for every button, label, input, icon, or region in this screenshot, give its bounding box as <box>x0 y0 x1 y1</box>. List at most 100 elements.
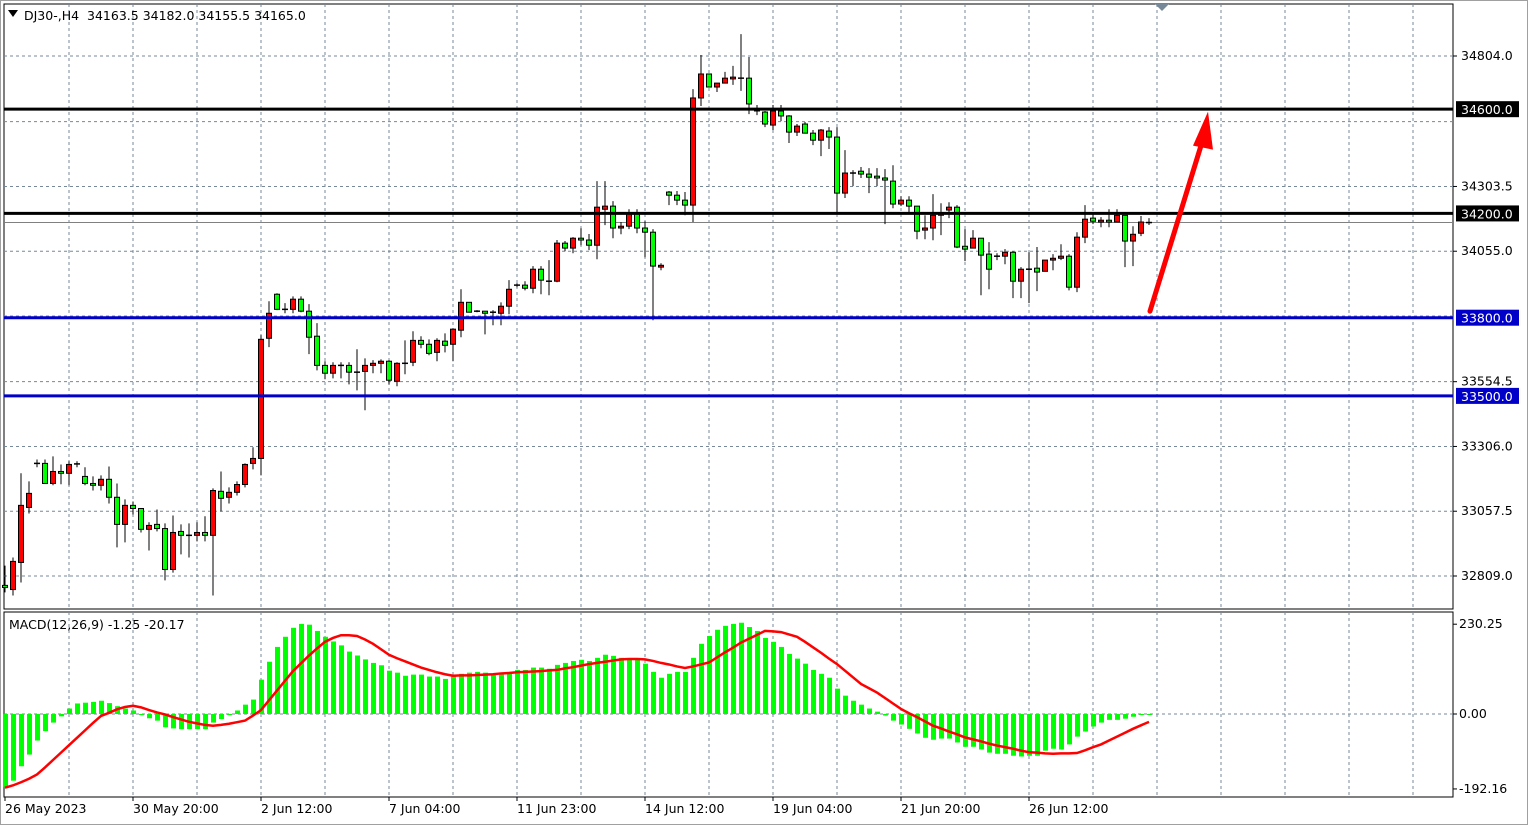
level-label: 33800.0 <box>1461 311 1513 326</box>
candle <box>506 280 512 315</box>
candle <box>482 310 488 335</box>
candle <box>1138 216 1144 237</box>
candle <box>50 456 56 486</box>
price-tick-label: 33306.0 <box>1461 438 1513 453</box>
macd-histogram-bar <box>331 641 336 714</box>
candle <box>18 473 24 583</box>
candle <box>34 459 40 468</box>
candle-body <box>946 206 952 211</box>
candle <box>666 191 672 206</box>
macd-histogram-bar <box>987 714 992 753</box>
macd-tick-label: 0.00 <box>1459 706 1487 721</box>
candle-body <box>762 111 768 125</box>
candle <box>314 323 320 371</box>
macd-histogram-bar <box>827 677 832 714</box>
macd-histogram-bar <box>1019 714 1024 757</box>
macd-histogram-bar <box>139 714 144 716</box>
candle <box>818 128 824 157</box>
close-value: 34165.0 <box>254 8 306 23</box>
candle <box>762 110 768 128</box>
candle <box>354 349 360 391</box>
candle-body <box>898 199 904 205</box>
macd-histogram-bar <box>467 672 472 714</box>
price-tick-label: 33057.5 <box>1461 503 1513 518</box>
candle-body <box>1066 255 1072 288</box>
candle-body <box>482 310 488 314</box>
candle-body <box>418 339 424 345</box>
candle-body <box>1050 257 1056 261</box>
candle <box>578 228 584 246</box>
macd-histogram-bar <box>835 688 840 714</box>
macd-title: MACD(12,26,9) <box>9 617 104 632</box>
macd-histogram-bar <box>363 659 368 714</box>
macd-histogram-bar <box>731 623 736 714</box>
candle <box>930 194 936 241</box>
macd-histogram-bar <box>611 655 616 714</box>
candle-body <box>826 130 832 138</box>
macd-histogram-bar <box>459 673 464 714</box>
macd-header: MACD(12,26,9) -1.25 -20.17 <box>9 617 185 632</box>
macd-histogram-bar <box>763 637 768 714</box>
candle-body <box>2 584 8 588</box>
price-tick-label: 34055.0 <box>1461 243 1513 258</box>
candle-body <box>522 284 528 289</box>
candle <box>58 464 64 485</box>
candle <box>986 242 992 290</box>
macd-histogram-bar <box>779 646 784 714</box>
macd-histogram-bar <box>563 662 568 714</box>
candle <box>658 263 664 271</box>
candle <box>1058 244 1064 261</box>
macd-histogram-bar <box>539 667 544 714</box>
candle <box>322 361 328 380</box>
candle-body <box>1074 236 1080 288</box>
candle-body <box>770 110 776 126</box>
macd-histogram-bar <box>43 714 48 732</box>
macd-histogram-bar <box>739 622 744 714</box>
candle-body <box>698 73 704 99</box>
macd-histogram-bar <box>427 676 432 714</box>
macd-histogram-bar <box>1043 714 1048 751</box>
macd-histogram-bar <box>699 643 704 714</box>
candle-body <box>42 462 48 484</box>
macd-histogram-bar <box>491 674 496 714</box>
candle-body <box>146 524 152 530</box>
open-value: 34163.5 <box>87 8 139 23</box>
macd-histogram-bar <box>59 714 64 717</box>
macd-histogram-bar <box>803 663 808 714</box>
candle <box>682 192 688 216</box>
macd-histogram-bar <box>203 714 208 730</box>
candle <box>346 362 352 385</box>
candle-body <box>690 97 696 206</box>
candle-body <box>1042 259 1048 272</box>
macd-histogram-bar <box>619 657 624 714</box>
price-tick-label: 34303.5 <box>1461 178 1513 193</box>
candle <box>618 222 624 235</box>
macd-histogram-bar <box>1123 714 1128 719</box>
candle <box>394 362 400 387</box>
macd-histogram-bar <box>691 657 696 714</box>
macd-histogram-bar <box>1035 714 1040 756</box>
macd-histogram-bar <box>499 674 504 714</box>
candle-body <box>266 312 272 339</box>
candle-body <box>626 212 632 227</box>
candle-body <box>930 214 936 229</box>
candle-body <box>410 339 416 363</box>
time-tick-label: 21 Jun 20:00 <box>901 801 980 816</box>
candle-body <box>386 360 392 381</box>
candle-body <box>986 253 992 270</box>
candle-body <box>954 206 960 248</box>
candle <box>410 331 416 367</box>
candle-body <box>1002 251 1008 257</box>
symbol-menu-triangle-down-icon[interactable] <box>8 10 18 17</box>
level-label-bg <box>1456 309 1519 326</box>
candle-body <box>530 268 536 289</box>
candle-body <box>322 364 328 374</box>
macd-histogram-bar <box>627 659 632 714</box>
candle <box>162 523 168 581</box>
candle-body <box>914 205 920 232</box>
candle <box>74 461 80 468</box>
level-label-bg <box>1456 205 1519 222</box>
time-tick-label: 30 May 20:00 <box>133 801 219 816</box>
candle-body <box>890 180 896 205</box>
